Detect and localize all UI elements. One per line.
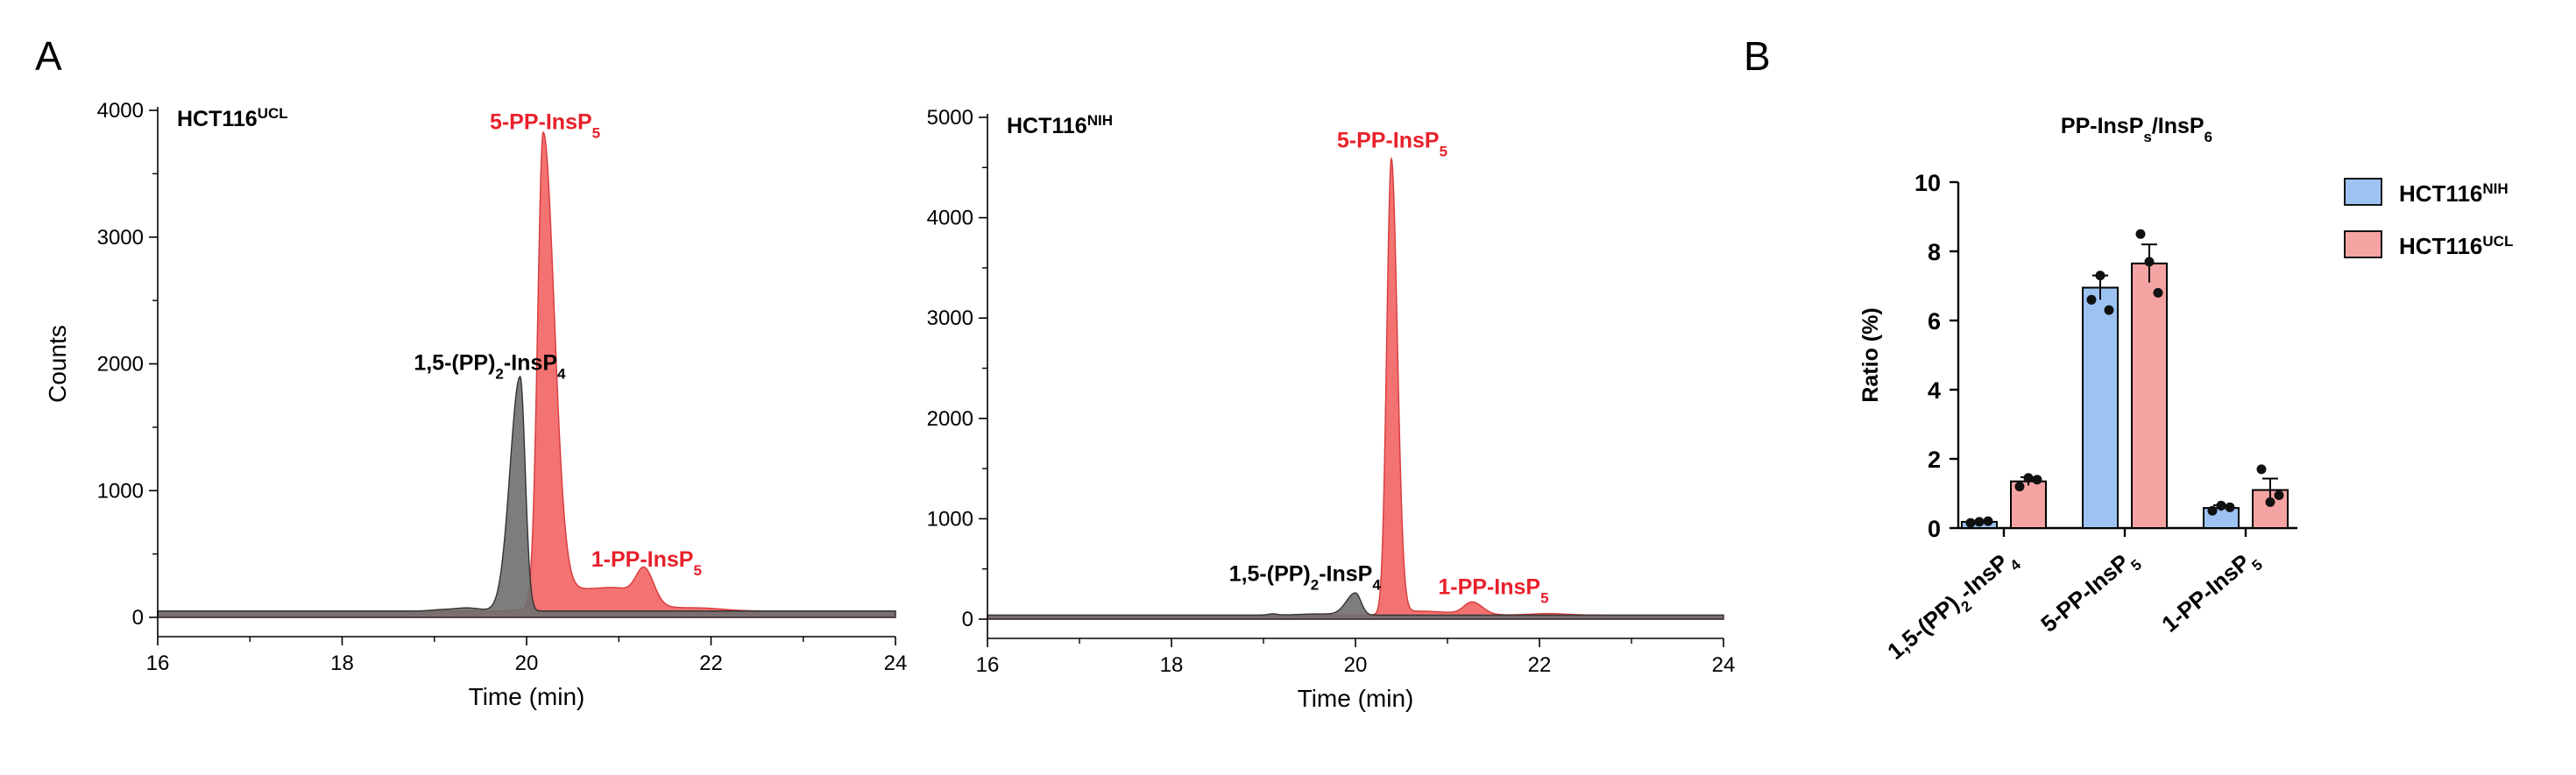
peak-label: 1,5-(PP)2-InsP4	[414, 351, 566, 383]
trace-5-pp-insp5	[987, 156, 1724, 620]
peak-label: 5-PP-InsP5	[490, 110, 600, 142]
y-tick-label: 8	[1928, 239, 1941, 265]
y-tick-label: 2000	[927, 407, 973, 431]
y-axis-label: Ratio (%)	[1858, 307, 1883, 402]
peak-label: 1-PP-InsP5	[591, 547, 702, 579]
legend-label: HCT116NIH	[2399, 180, 2509, 208]
x-tick-label: 24	[1712, 653, 1736, 677]
bar-chart-ratio: PP-InsPs/InsP6 0 2 4 6 8 10 Ratio (%) 1,5-(PP)2-…	[1858, 114, 2513, 669]
bar	[2131, 262, 2168, 529]
x-tick-label: 24	[884, 652, 908, 675]
x-tick-label: 20	[515, 652, 539, 675]
x-axis-label: Time (min)	[1298, 685, 1414, 712]
data-point	[2144, 257, 2155, 267]
data-point	[2225, 502, 2235, 512]
y-tick-label: 0	[1928, 516, 1941, 542]
y-tick-label: 5000	[927, 106, 973, 130]
x-tick-label: 22	[699, 652, 723, 675]
data-point	[1983, 516, 1993, 526]
y-tick-label: 4000	[927, 207, 973, 230]
y-tick-label: 1000	[97, 479, 144, 503]
data-point	[2207, 505, 2218, 516]
x-tick-label: 22	[1528, 653, 1552, 677]
cell-line-label: HCT116NIH	[1007, 112, 1113, 139]
data-point	[2135, 229, 2146, 239]
y-tick-label: 0	[132, 606, 144, 630]
data-point	[2216, 500, 2226, 511]
data-point	[1965, 518, 1976, 528]
category-label: 1-PP-InsP5	[2156, 544, 2265, 643]
y-tick-label: 0	[962, 608, 973, 631]
chart-title: PP-InsPs/InsP6	[2061, 114, 2212, 145]
data-point	[2014, 482, 2025, 492]
data-point	[2104, 305, 2114, 315]
y-tick-label: 2000	[97, 353, 144, 377]
category-label: 5-PP-InsP5	[2035, 544, 2144, 643]
y-tick-label: 3000	[927, 306, 973, 330]
chromatogram-nih: 16 18 20 22 24 0 1000 2000 3000 4000 5000 Time (min…	[927, 106, 1736, 712]
data-point	[2265, 497, 2275, 507]
x-tick-label: 20	[1344, 653, 1368, 677]
x-tick-label: 18	[330, 652, 354, 675]
legend-label: HCT116UCL	[2399, 233, 2513, 260]
data-point	[1974, 517, 1985, 527]
trace-1-5-pp-2-insp4	[157, 376, 896, 618]
cell-line-label: HCT116UCL	[177, 105, 288, 132]
x-tick-label: 16	[976, 653, 1000, 677]
trace-1-5-pp-2-insp4	[987, 592, 1724, 620]
data-point	[2032, 475, 2042, 485]
x-tick-label: 18	[1160, 653, 1184, 677]
chromatogram-ucl: 16 18 20 22 24 0 1000 2000 3000 4000 Time (min) Cou…	[44, 99, 907, 710]
data-point	[2095, 271, 2105, 281]
panel-label-a: A	[35, 33, 62, 79]
y-tick-label: 10	[1914, 170, 1941, 196]
y-axis-label: Counts	[44, 325, 71, 403]
y-tick-label: 6	[1928, 308, 1941, 335]
peak-label: 5-PP-InsP5	[1337, 128, 1447, 159]
y-tick-label: 4	[1928, 377, 1941, 404]
peak-label: 1,5-(PP)2-InsP4	[1229, 561, 1382, 593]
data-point	[2153, 287, 2163, 298]
category-label: 1,5-(PP)2-InsP4	[1882, 543, 2024, 669]
y-tick-label: 3000	[97, 226, 144, 250]
legend-swatch	[2344, 230, 2382, 258]
bar	[2082, 286, 2119, 529]
panel-label-b: B	[1744, 33, 1771, 79]
x-axis-label: Time (min)	[469, 683, 585, 710]
data-point	[2274, 490, 2284, 500]
data-point	[2256, 464, 2267, 475]
legend-swatch	[2344, 178, 2382, 206]
data-point	[2023, 473, 2034, 483]
y-tick-label: 1000	[927, 507, 973, 531]
y-tick-label: 4000	[97, 99, 144, 123]
y-tick-label: 2	[1928, 447, 1941, 473]
data-point	[2086, 294, 2097, 305]
x-tick-label: 16	[146, 652, 170, 675]
peak-label: 1-PP-InsP5	[1438, 574, 1548, 606]
